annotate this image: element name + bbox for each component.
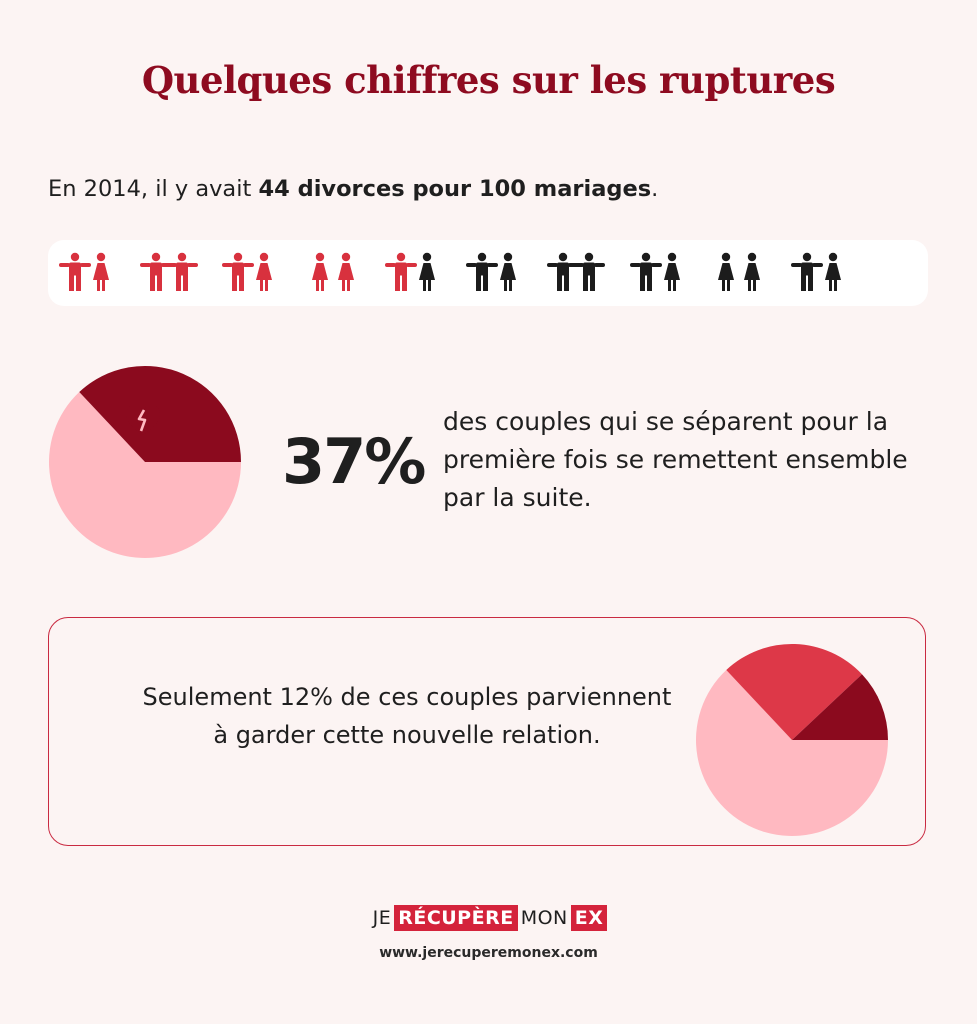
person-right-woman-icon bbox=[93, 252, 109, 291]
reconciliation-percentage: 37% bbox=[282, 425, 426, 498]
person-right-woman-icon bbox=[664, 252, 680, 291]
person-right-woman-icon bbox=[500, 252, 516, 291]
people-pair-10 bbox=[791, 252, 841, 291]
person-right-man-icon bbox=[573, 252, 605, 291]
person-left-man-icon bbox=[222, 252, 254, 291]
success-box: Seulement 12% de ces couples parviennent… bbox=[48, 617, 926, 846]
brand-logo[interactable]: JE RÉCUPÈRE MON EX bbox=[0, 905, 977, 931]
person-left-man-icon bbox=[140, 252, 172, 291]
page-title: Quelques chiffres sur les ruptures bbox=[141, 58, 836, 102]
person-left-man-icon bbox=[466, 252, 498, 291]
people-pair-7 bbox=[547, 252, 605, 291]
people-pictograph bbox=[48, 240, 928, 306]
person-left-man-icon bbox=[385, 252, 417, 291]
reconciliation-pie-svg bbox=[49, 366, 242, 558]
reconciliation-pie-slice-1 bbox=[49, 392, 242, 558]
people-pair-5 bbox=[385, 252, 435, 291]
success-pie-slice-2 bbox=[726, 644, 862, 740]
person-left-man-icon bbox=[547, 252, 579, 291]
person-right-woman-icon bbox=[825, 252, 841, 291]
person-left-man-icon bbox=[630, 252, 662, 291]
people-pictograph-svg bbox=[59, 252, 841, 291]
logo-word-recupere: RÉCUPÈRE bbox=[394, 905, 518, 931]
person-right-woman-icon bbox=[338, 252, 354, 291]
logo-word-ex: EX bbox=[570, 905, 608, 931]
person-right-woman-icon bbox=[419, 252, 435, 291]
people-pair-1 bbox=[59, 252, 109, 291]
heart-icon bbox=[150, 490, 182, 518]
people-pair-8 bbox=[630, 252, 680, 291]
divorce-statistic-prefix: En 2014, il y avait bbox=[48, 176, 259, 202]
divorce-statistic-suffix: . bbox=[651, 176, 659, 202]
person-right-woman-icon bbox=[744, 252, 760, 291]
website-link[interactable]: www.jerecuperemonex.com bbox=[379, 945, 598, 961]
success-pie-svg bbox=[696, 644, 888, 836]
people-pair-2 bbox=[140, 252, 198, 291]
person-right-man-icon bbox=[166, 252, 198, 291]
success-pie-slice-3 bbox=[792, 674, 888, 740]
reconciliation-description: des couples qui se séparent pour la prem… bbox=[443, 407, 908, 512]
success-pie-slice-1 bbox=[696, 670, 888, 836]
person-left-woman-icon bbox=[718, 252, 734, 291]
divorce-statistic-highlight: 44 divorces pour 100 mariages bbox=[258, 176, 652, 202]
success-pie bbox=[695, 643, 889, 841]
person-left-man-icon bbox=[59, 252, 91, 291]
divorce-statistic: En 2014, il y avait 44 divorces pour 100… bbox=[48, 176, 658, 202]
people-pair-4 bbox=[312, 252, 354, 291]
success-description: Seulement 12% de ces couples parviennent… bbox=[142, 683, 672, 749]
logo-word-je: JE bbox=[372, 907, 392, 929]
logo-word-mon: MON bbox=[520, 907, 568, 929]
person-right-woman-icon bbox=[256, 252, 272, 291]
people-pair-9 bbox=[718, 252, 760, 291]
people-pair-3 bbox=[222, 252, 272, 291]
person-left-woman-icon bbox=[312, 252, 328, 291]
person-left-man-icon bbox=[791, 252, 823, 291]
reconciliation-pie-slice-2 bbox=[79, 366, 241, 462]
broken-heart-icon bbox=[126, 405, 160, 435]
people-pair-6 bbox=[466, 252, 516, 291]
reconciliation-pie bbox=[48, 365, 242, 563]
